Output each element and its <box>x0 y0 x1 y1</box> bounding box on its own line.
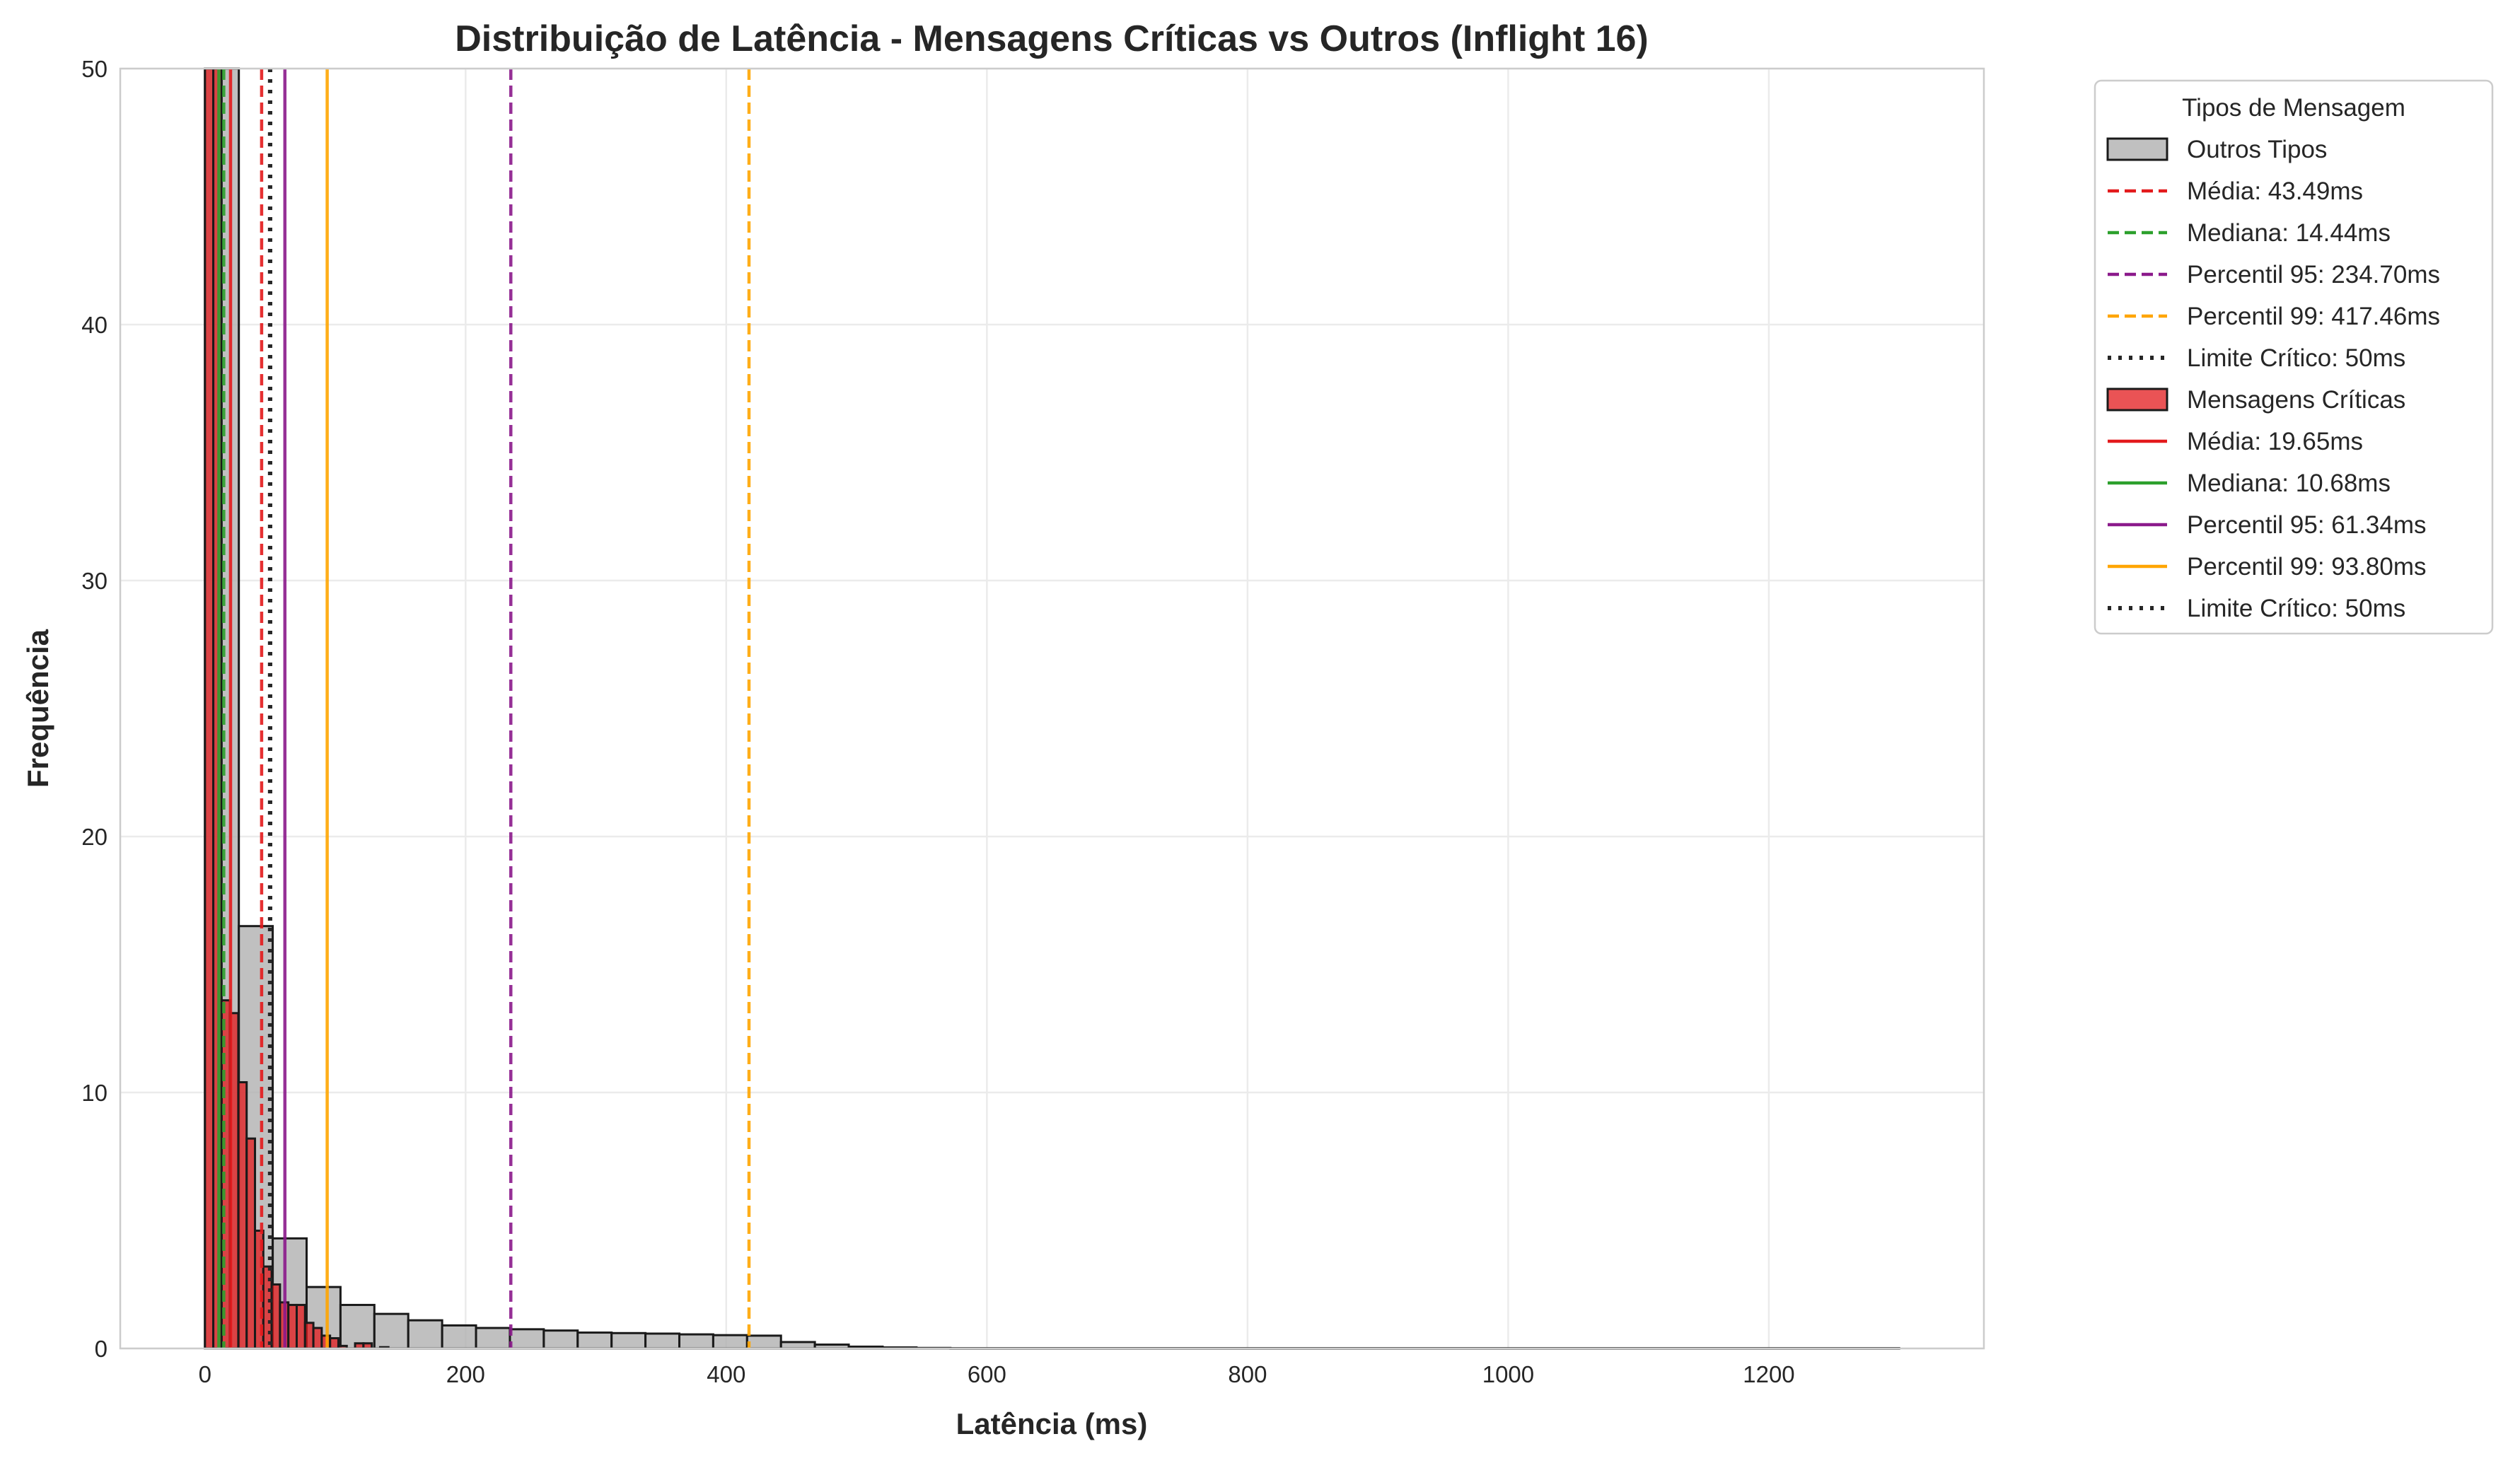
legend-item: Percentil 95: 61.34ms <box>2108 511 2427 539</box>
legend-label: Limite Crítico: 50ms <box>2187 595 2405 622</box>
y-tick-label: 0 <box>95 1336 108 1362</box>
y-tick-label: 50 <box>81 56 108 82</box>
plot-frame <box>119 67 1985 1350</box>
outros-tipos-bar <box>441 1324 477 1350</box>
outros-tipos-bar <box>779 1341 816 1350</box>
legend-frame <box>2094 79 2494 635</box>
mensagens-criticas-bar <box>204 67 215 1350</box>
outros-tipos-bar <box>339 1303 376 1350</box>
legend-item: Mediana: 10.68ms <box>2108 470 2391 497</box>
legend: Tipos de Mensagem Outros Tipos Média: 43.… <box>2094 79 2494 635</box>
outros-tipos-bar <box>576 1331 613 1350</box>
x-tick-label: 400 <box>707 1361 745 1387</box>
mensagens-criticas-bar <box>295 1303 306 1350</box>
legend-item: Percentil 95: 234.70ms <box>2108 261 2440 288</box>
legend-label: Média: 19.65ms <box>2187 428 2363 455</box>
legend-label: Mediana: 10.68ms <box>2187 470 2391 497</box>
y-tick-label: 10 <box>81 1080 108 1106</box>
x-tick-label: 0 <box>199 1361 211 1387</box>
outros-tipos-bar <box>644 1332 680 1350</box>
x-tick-label: 1200 <box>1743 1361 1794 1387</box>
legend-label: Mensagens Críticas <box>2187 386 2405 414</box>
legend-swatch <box>2106 137 2168 161</box>
reference-lines <box>217 69 751 1348</box>
legend-item: Percentil 99: 93.80ms <box>2108 553 2427 581</box>
mensagens-criticas-bar <box>287 1303 298 1350</box>
x-axis-title: Latência (ms) <box>956 1407 1148 1440</box>
legend-item: Mediana: 14.44ms <box>2108 219 2391 247</box>
x-tick-label: 800 <box>1228 1361 1267 1387</box>
outros-tipos-bar <box>407 1319 443 1350</box>
legend-label: Percentil 99: 93.80ms <box>2187 553 2427 581</box>
y-tick-label: 30 <box>81 568 108 594</box>
legend-label: Percentil 99: 417.46ms <box>2187 303 2440 330</box>
x-axis-ticks: 0 200 400 600 800 1000 1200 <box>199 1361 1795 1387</box>
y-axis-ticks: 0 10 20 30 40 50 <box>81 56 108 1362</box>
x-tick-label: 200 <box>446 1361 485 1387</box>
outros-tipos-bar <box>678 1333 714 1350</box>
legend-item: Limite Crítico: 50ms <box>2108 595 2405 622</box>
outros-tipos-bar <box>475 1327 511 1350</box>
legend-item: Mensagens Críticas <box>2106 386 2405 414</box>
mensagens-criticas-bar <box>237 1081 248 1350</box>
y-tick-label: 20 <box>81 824 108 850</box>
legend-item: Média: 19.65ms <box>2108 428 2363 455</box>
mensagens-criticas-bar <box>312 1327 323 1350</box>
chart-title: Distribuição de Latência - Mensagens Crí… <box>455 18 1649 59</box>
outros-tipos-bar <box>542 1329 579 1350</box>
mensagens-criticas-bar <box>329 1337 339 1350</box>
y-tick-label: 40 <box>81 312 108 338</box>
legend-title: Tipos de Mensagem <box>2182 94 2405 122</box>
legend-items: Outros Tipos Média: 43.49ms Mediana: 14.44… <box>2106 136 2440 622</box>
outros-tipos-bar <box>509 1328 545 1350</box>
x-tick-label: 1000 <box>1482 1361 1534 1387</box>
legend-item: Média: 43.49ms <box>2108 177 2363 205</box>
legend-label: Percentil 95: 234.70ms <box>2187 261 2440 288</box>
legend-item: Percentil 99: 417.46ms <box>2108 303 2440 330</box>
mensagens-criticas-bar <box>270 1283 281 1350</box>
mensagens-criticas-bar <box>245 1137 257 1350</box>
outros-tipos-bar <box>373 1312 410 1350</box>
outros-tipos-bar <box>745 1334 782 1350</box>
mensagens-criticas-bar <box>303 1322 315 1350</box>
legend-swatch <box>2106 387 2168 412</box>
legend-label: Percentil 95: 61.34ms <box>2187 511 2427 539</box>
outros-tipos-bar <box>712 1334 748 1350</box>
legend-label: Outros Tipos <box>2187 136 2327 163</box>
outros-tipos-bar <box>610 1331 647 1350</box>
legend-label: Média: 43.49ms <box>2187 177 2363 205</box>
legend-label: Mediana: 14.44ms <box>2187 219 2391 247</box>
x-tick-label: 600 <box>968 1361 1006 1387</box>
legend-item: Limite Crítico: 50ms <box>2108 344 2405 372</box>
legend-label: Limite Crítico: 50ms <box>2187 344 2405 372</box>
y-axis-title: Frequência <box>21 629 54 788</box>
legend-item: Outros Tipos <box>2106 136 2327 163</box>
